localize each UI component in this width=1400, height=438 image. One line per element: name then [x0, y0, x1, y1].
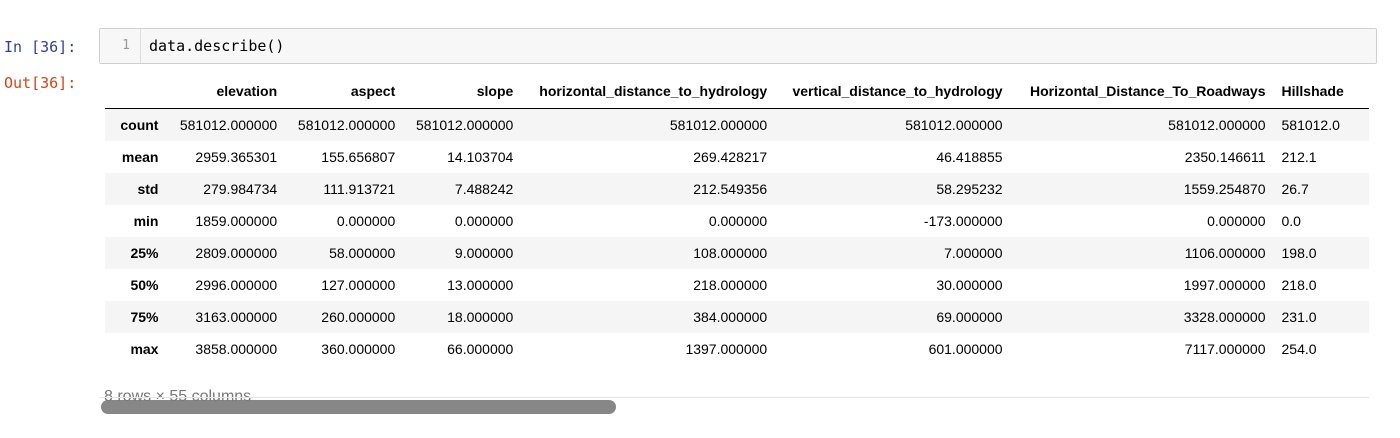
- table-cell: 3858.000000: [195, 341, 278, 357]
- table-cell: 231.0: [1281, 309, 1317, 325]
- table-cell: 14.103704: [447, 149, 514, 165]
- table-row: std 279.984734 111.913721 7.488242 212.5…: [105, 173, 1369, 205]
- table-row: count 581012.000000 581012.000000 581012…: [105, 108, 1369, 141]
- table-cell: 581012.000000: [179, 117, 278, 133]
- table-cell: 13.000000: [447, 277, 514, 293]
- table-row: 25% 2809.000000 58.000000 9.000000 108.0…: [105, 237, 1369, 269]
- table-row: max 3858.000000 360.000000 66.000000 139…: [105, 333, 1369, 365]
- table-cell: 0.000000: [454, 213, 514, 229]
- column-header: elevation: [166, 74, 286, 109]
- table-cell: 1859.000000: [195, 213, 278, 229]
- table-cell: 7.000000: [944, 245, 1003, 261]
- table-cell: 69.000000: [936, 309, 1003, 325]
- table-cell: 0.0: [1281, 213, 1301, 229]
- table-cell: 581012.000000: [1168, 117, 1266, 133]
- table-cell: -173.000000: [923, 213, 1003, 229]
- horizontal-scrollbar-track[interactable]: [99, 397, 1369, 416]
- table-cell: 0.000000: [1207, 213, 1266, 229]
- input-prompt: In [36]:: [4, 38, 77, 56]
- table-cell: 384.000000: [693, 309, 768, 325]
- table-cell: 3328.000000: [1183, 309, 1266, 325]
- table-cell: 58.000000: [329, 245, 396, 261]
- column-header: Horizontal_Distance_To_Roadways: [1010, 74, 1274, 109]
- table-cell: 127.000000: [321, 277, 396, 293]
- table-cell: 1397.000000: [685, 341, 768, 357]
- output-prompt: Out[36]:: [4, 74, 77, 92]
- table-row: 50% 2996.000000 127.000000 13.000000 218…: [105, 269, 1369, 301]
- table-cell: 3163.000000: [195, 309, 278, 325]
- table-cell: 1559.254870: [1183, 181, 1266, 197]
- table-cell: 30.000000: [936, 277, 1003, 293]
- table-cell: 212.1: [1281, 149, 1317, 165]
- table-cell: 111.913721: [323, 181, 396, 197]
- output-area[interactable]: elevation aspect slope horizontal_distan…: [99, 72, 1369, 422]
- table-cell: 9.000000: [454, 245, 514, 261]
- table-cell: 2350.146611: [1184, 149, 1266, 165]
- line-number: 1: [122, 38, 130, 53]
- dataframe-table: elevation aspect slope horizontal_distan…: [105, 74, 1369, 365]
- row-label: 75%: [130, 309, 159, 325]
- table-cell: 2959.365301: [195, 149, 278, 165]
- table-cell: 0.000000: [708, 213, 768, 229]
- row-label: std: [137, 181, 159, 197]
- table-cell: 7.488242: [454, 181, 514, 197]
- row-label: max: [130, 341, 159, 357]
- column-header: slope: [403, 74, 522, 109]
- table-cell: 581012.000000: [905, 117, 1003, 133]
- table-cell: 218.000000: [693, 277, 768, 293]
- table-cell: 26.7: [1281, 181, 1309, 197]
- table-cell: 1106.000000: [1184, 245, 1266, 261]
- table-row: min 1859.000000 0.000000 0.000000 0.0000…: [105, 205, 1369, 237]
- code-input-cell[interactable]: 1 data.describe(): [99, 28, 1377, 64]
- table-cell: 58.295232: [936, 181, 1003, 197]
- table-cell: 360.000000: [321, 341, 396, 357]
- table-cell: 254.0: [1281, 341, 1317, 357]
- horizontal-scrollbar-thumb[interactable]: [101, 400, 616, 414]
- table-cell: 260.000000: [321, 309, 396, 325]
- table-cell: 46.418855: [936, 149, 1003, 165]
- table-cell: 601.000000: [928, 341, 1003, 357]
- column-header: aspect: [285, 74, 404, 109]
- table-cell: 581012.000000: [669, 117, 768, 133]
- table-cell: 1997.000000: [1183, 277, 1266, 293]
- table-cell: 2809.000000: [195, 245, 278, 261]
- row-label: mean: [121, 149, 159, 165]
- table-cell: 155.656807: [321, 149, 396, 165]
- table-cell: 279.984734: [203, 181, 278, 197]
- header-row: elevation aspect slope horizontal_distan…: [105, 74, 1369, 109]
- table-cell: 198.0: [1281, 245, 1317, 261]
- table-cell: 269.428217: [693, 149, 768, 165]
- row-label: 25%: [130, 245, 159, 261]
- table-row: mean 2959.365301 155.656807 14.103704 26…: [105, 141, 1369, 173]
- row-label: 50%: [130, 277, 159, 293]
- table-cell: 2996.000000: [195, 277, 278, 293]
- table-row: 75% 3163.000000 260.000000 18.000000 384…: [105, 301, 1369, 333]
- table-cell: 212.549356: [693, 181, 768, 197]
- column-header: Hillshade: [1273, 74, 1369, 109]
- table-cell: 18.000000: [447, 309, 514, 325]
- table-cell: 108.000000: [693, 245, 768, 261]
- code-text[interactable]: data.describe(): [149, 37, 285, 55]
- row-label: min: [133, 213, 159, 229]
- column-header: vertical_distance_to_hydrology: [775, 74, 1011, 109]
- table-cell: 218.0: [1281, 277, 1317, 293]
- index-header: [105, 74, 167, 109]
- column-header: horizontal_distance_to_hydrology: [521, 74, 776, 109]
- line-number-gutter: 1: [100, 29, 141, 63]
- table-cell: 581012.0: [1281, 117, 1340, 133]
- table-cell: 66.000000: [447, 341, 514, 357]
- table-cell: 0.000000: [336, 213, 396, 229]
- row-label: count: [120, 117, 159, 133]
- table-cell: 581012.000000: [416, 117, 514, 133]
- table-cell: 7117.000000: [1184, 341, 1266, 357]
- table-cell: 581012.000000: [297, 117, 396, 133]
